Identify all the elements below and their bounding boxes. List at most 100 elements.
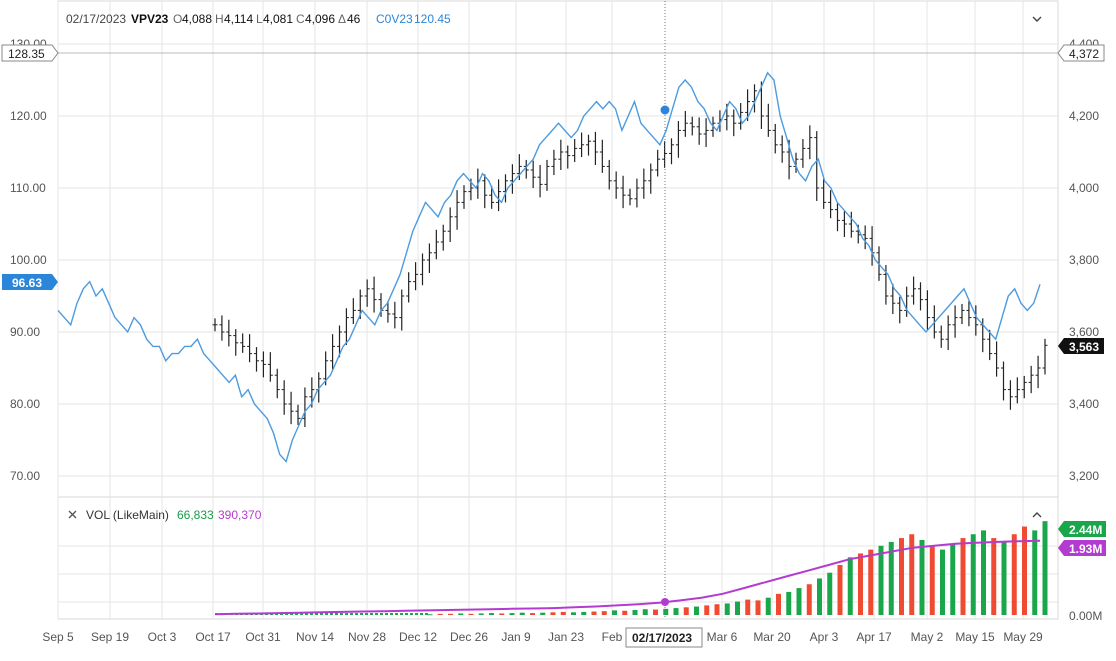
- x-tick-label: May 2: [911, 630, 944, 644]
- ohlc-bar: [364, 279, 370, 307]
- volume-bar: [380, 613, 383, 615]
- volume-bar: [909, 534, 915, 615]
- ohlc-bar: [627, 188, 633, 206]
- chevron-up-icon[interactable]: [1025, 505, 1049, 525]
- volume-bar: [385, 613, 388, 615]
- ohlc-bar: [371, 276, 377, 313]
- x-tick-label: Apr 3: [810, 630, 839, 644]
- ohlc-bar: [703, 118, 709, 147]
- volume-bar: [591, 611, 597, 615]
- close-icon[interactable]: [68, 510, 77, 519]
- legend-overlay-symbol[interactable]: C0V23: [376, 12, 413, 26]
- x-tick-label: Sep 19: [91, 630, 129, 644]
- ohlc-bars: [212, 81, 1048, 428]
- volume-bar: [970, 534, 976, 615]
- volume-bar: [345, 613, 348, 615]
- volume-bar: [1032, 530, 1038, 615]
- x-tick-label: Sep 5: [42, 630, 74, 644]
- ohlc-bar: [537, 164, 543, 198]
- left-tick-label: 70.00: [10, 469, 40, 483]
- volume-bar: [950, 543, 956, 615]
- legend-symbol: VPV23: [131, 12, 169, 26]
- volume-bar: [981, 530, 986, 615]
- ohlc-bar: [1007, 380, 1013, 410]
- svg-text:4,372: 4,372: [1069, 47, 1099, 61]
- legend-open: 4,088: [182, 12, 212, 26]
- ohlc-bar: [350, 298, 356, 325]
- volume-bar: [858, 553, 863, 615]
- ohlc-bar: [212, 318, 218, 332]
- ohlc-bar: [343, 308, 349, 345]
- price-panel[interactable]: [57, 0, 1059, 498]
- volume-bar: [550, 612, 556, 615]
- ohlc-bar: [288, 391, 294, 425]
- svg-text:3,563: 3,563: [1069, 340, 1099, 354]
- ohlc-bar: [897, 296, 903, 324]
- ohlc-bar: [814, 131, 820, 201]
- ohlc-bar: [821, 178, 827, 209]
- volume-bar: [395, 613, 398, 615]
- ohlc-bar: [426, 243, 432, 273]
- left-tick-label: 120.00: [10, 109, 47, 123]
- legend-date: 02/17/2023: [66, 12, 126, 26]
- volume-bar: [315, 613, 318, 615]
- ohlc-bar: [1014, 377, 1020, 404]
- volume-bar: [285, 613, 288, 615]
- volume-bar: [310, 613, 313, 615]
- volume-bar: [837, 565, 843, 615]
- ohlc-bar: [544, 159, 550, 191]
- ohlc-bar: [911, 276, 917, 305]
- volume-bar: [360, 613, 363, 615]
- ohlc-bar: [461, 185, 467, 209]
- volume-bar: [612, 610, 617, 615]
- ohlc-bar: [385, 301, 391, 323]
- volume-bar: [519, 612, 525, 615]
- x-tick-label: Nov 28: [348, 630, 386, 644]
- ohlc-bar: [219, 315, 225, 341]
- ohlc-bar: [675, 121, 681, 158]
- ohlc-bar: [862, 225, 868, 250]
- ohlc-bar: [558, 139, 564, 170]
- volume-bar: [509, 613, 515, 615]
- volume-bars: [215, 521, 1048, 616]
- svg-text:1.93M: 1.93M: [1069, 542, 1102, 556]
- ohlc-bar: [959, 303, 965, 325]
- ohlc-bar: [295, 404, 301, 425]
- left-tick-label: 110.00: [10, 181, 46, 195]
- volume-bar: [425, 613, 428, 615]
- volume-bar: [370, 613, 373, 615]
- volume-bar: [878, 545, 884, 615]
- volume-bar: [405, 613, 408, 615]
- ohlc-bar: [226, 319, 232, 347]
- chevron-down-icon[interactable]: [1025, 9, 1049, 31]
- volume-bar: [468, 613, 474, 615]
- x-tick-label: Apr 17: [856, 630, 892, 644]
- ohlc-bar: [254, 347, 259, 372]
- ohlc-bar: [738, 103, 744, 130]
- ohlc-bar: [613, 171, 619, 199]
- ohlc-bar: [406, 272, 412, 303]
- volume-bar: [499, 613, 505, 615]
- legend-h-label: H: [215, 12, 224, 26]
- ohlc-bar: [392, 301, 398, 329]
- volume-bar: [817, 578, 822, 615]
- volume-bar: [673, 608, 679, 615]
- legend-high: 4,114: [224, 12, 253, 26]
- volume-bar: [888, 541, 894, 615]
- overlay-series-line: [57, 71, 1041, 464]
- ohlc-bar: [413, 262, 419, 291]
- crosshair-date-badge: 02/17/2023: [625, 627, 703, 648]
- x-tick-label: Oct 3: [148, 630, 177, 644]
- ohlc-bar: [592, 131, 598, 165]
- ohlc-bar: [848, 211, 854, 238]
- right-tick-label: 4,000: [1069, 181, 1099, 195]
- volume-bar: [765, 597, 771, 615]
- x-tick-label: May 29: [1003, 630, 1043, 644]
- volume-axis-zero: 0.00M: [1069, 609, 1102, 623]
- volume-bar: [601, 611, 607, 615]
- ohlc-bar: [669, 138, 674, 165]
- ohlc-bar: [655, 149, 661, 177]
